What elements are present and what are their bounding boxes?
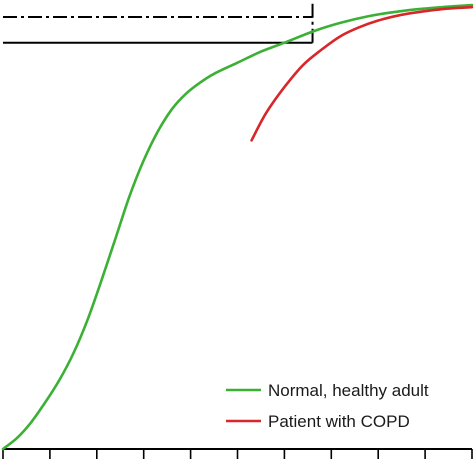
series-line-1 xyxy=(250,5,474,142)
legend-label-copd: Patient with COPD xyxy=(268,412,410,431)
legend: Normal, healthy adult Patient with COPD xyxy=(226,381,429,431)
legend-label-normal: Normal, healthy adult xyxy=(268,381,429,400)
axes xyxy=(2,448,473,459)
series-line-0 xyxy=(1,3,474,451)
series-lines xyxy=(1,3,474,451)
reference-lines xyxy=(3,0,314,44)
